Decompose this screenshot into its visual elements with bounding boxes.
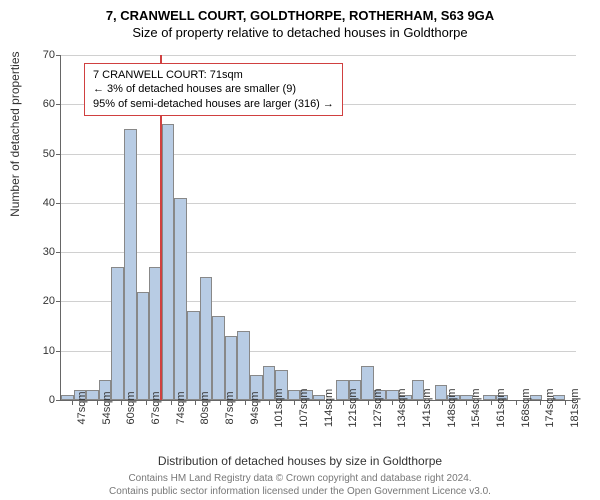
x-tick-label: 114sqm — [323, 389, 335, 427]
histogram-bar — [225, 336, 238, 400]
histogram-bar — [174, 198, 187, 400]
histogram-bar — [124, 129, 137, 400]
chart-title-main: 7, CRANWELL COURT, GOLDTHORPE, ROTHERHAM… — [0, 0, 600, 23]
histogram-bar — [86, 390, 99, 400]
histogram-bar — [187, 311, 200, 400]
y-tick-label: 70 — [43, 49, 55, 61]
x-tick-label: 107sqm — [298, 388, 310, 427]
callout-line-1: 7 CRANWELL COURT: 71sqm — [93, 68, 334, 82]
y-tick-label: 40 — [43, 197, 55, 209]
x-tick-label: 121sqm — [347, 388, 359, 427]
chart-plot-area: 010203040506070 47sqm54sqm60sqm67sqm74sq… — [60, 55, 576, 401]
x-tick-label: 101sqm — [273, 388, 285, 427]
x-tick-label: 174sqm — [544, 388, 556, 427]
x-tick-label: 87sqm — [224, 391, 236, 424]
x-tick-label: 168sqm — [520, 388, 532, 427]
y-tick-label: 50 — [43, 148, 55, 160]
x-tick-label: 148sqm — [446, 388, 458, 427]
footer-line-1: Contains HM Land Registry data © Crown c… — [0, 472, 600, 485]
x-tick-label: 181sqm — [569, 388, 581, 427]
x-tick-label: 134sqm — [396, 388, 408, 427]
histogram-bar — [137, 292, 150, 400]
histogram-bar — [200, 277, 213, 400]
x-tick-label: 60sqm — [125, 391, 137, 424]
histogram-bar — [212, 316, 225, 400]
histogram-bar — [237, 331, 250, 400]
callout-line-2: ← 3% of detached houses are smaller (9) — [93, 82, 334, 96]
y-axis-label: Number of detached properties — [8, 51, 22, 216]
y-tick-label: 10 — [43, 345, 55, 357]
x-tick-label: 80sqm — [199, 391, 211, 424]
x-tick-label: 127sqm — [372, 388, 384, 427]
x-tick-label: 161sqm — [495, 388, 507, 427]
x-tick-label: 74sqm — [175, 391, 187, 424]
histogram-bar — [483, 395, 496, 400]
callout-line-3: 95% of semi-detached houses are larger (… — [93, 97, 334, 111]
histogram-bar — [111, 267, 124, 400]
y-tick-label: 0 — [49, 394, 55, 406]
chart-footer: Contains HM Land Registry data © Crown c… — [0, 472, 600, 498]
y-tick-label: 20 — [43, 295, 55, 307]
chart-title-sub: Size of property relative to detached ho… — [0, 23, 600, 40]
footer-line-2: Contains public sector information licen… — [0, 485, 600, 498]
callout-box: 7 CRANWELL COURT: 71sqm ← 3% of detached… — [84, 63, 343, 116]
x-tick-label: 54sqm — [101, 391, 113, 424]
x-axis-label: Distribution of detached houses by size … — [0, 454, 600, 468]
histogram-bar — [162, 124, 175, 400]
y-tick-label: 60 — [43, 98, 55, 110]
x-tick-label: 94sqm — [249, 391, 261, 424]
y-tick-label: 30 — [43, 246, 55, 258]
x-tick-label: 47sqm — [76, 391, 88, 424]
x-tick-label: 154sqm — [470, 388, 482, 427]
x-tick-label: 141sqm — [421, 388, 433, 427]
